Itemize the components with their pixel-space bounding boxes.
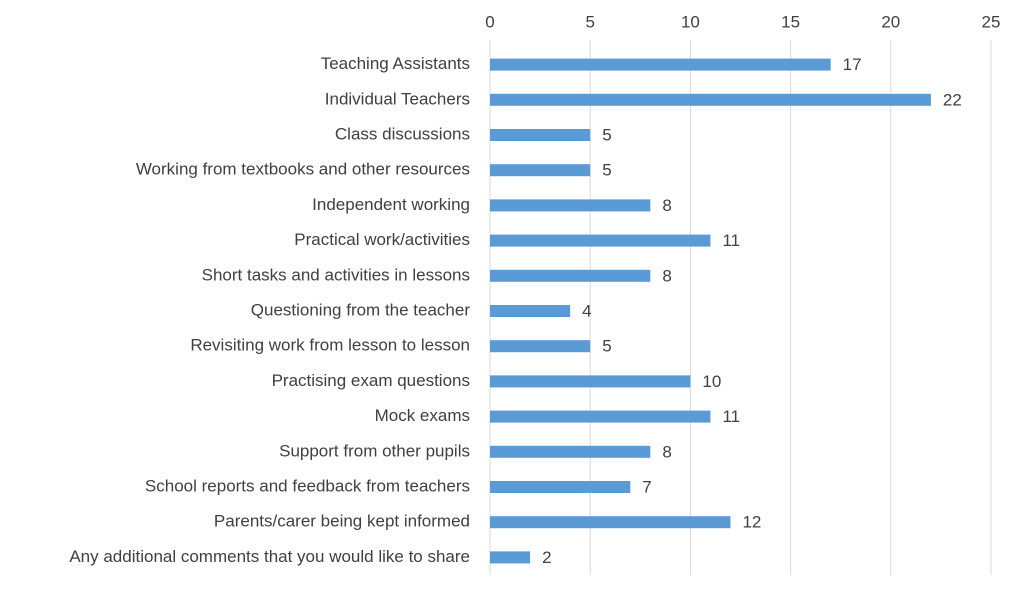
x-tick-label: 5	[585, 12, 594, 31]
data-label: 22	[943, 90, 962, 109]
y-tick-label: Working from textbooks and other resourc…	[136, 160, 470, 179]
data-label: 11	[722, 407, 740, 426]
bar	[490, 164, 591, 177]
y-tick-label: Questioning from the teacher	[251, 300, 471, 319]
x-tick-label: 15	[781, 12, 800, 31]
bar	[490, 481, 631, 493]
x-tick-label: 25	[982, 12, 1001, 31]
data-label: 4	[582, 301, 591, 320]
data-label: 8	[662, 196, 671, 215]
y-tick-label: Support from other pupils	[279, 441, 470, 460]
y-tick-label: Short tasks and activities in lessons	[202, 265, 470, 284]
y-tick-label: Class discussions	[335, 124, 470, 143]
bar	[490, 551, 531, 564]
y-tick-label: Practising exam questions	[272, 371, 470, 390]
data-label: 12	[742, 513, 761, 532]
data-label: 2	[542, 548, 551, 567]
y-tick-label: School reports and feedback from teacher…	[145, 476, 470, 495]
bar	[490, 516, 731, 529]
bar	[490, 234, 711, 247]
bar	[490, 340, 591, 353]
y-tick-label: Teaching Assistants	[321, 54, 470, 73]
x-tick-label: 20	[881, 12, 900, 31]
data-label: 8	[662, 266, 671, 285]
bar	[490, 269, 651, 282]
y-tick-label: Parents/carer being kept informed	[214, 512, 470, 531]
data-label: 5	[602, 161, 611, 180]
y-tick-label: Individual Teachers	[325, 89, 470, 108]
bar	[490, 410, 711, 423]
data-label: 8	[662, 442, 671, 461]
data-label: 11	[722, 231, 740, 250]
bar	[490, 58, 831, 71]
bar	[490, 375, 691, 388]
bar	[490, 129, 591, 141]
y-tick-label: Any additional comments that you would l…	[69, 547, 470, 566]
x-tick-label: 0	[485, 12, 494, 31]
y-tick-label: Practical work/activities	[294, 230, 470, 249]
data-label: 17	[843, 55, 862, 74]
bar	[490, 93, 931, 106]
y-tick-label: Independent working	[312, 195, 470, 214]
bar	[490, 305, 571, 317]
data-label: 7	[642, 477, 651, 496]
x-tick-label: 10	[681, 12, 700, 31]
data-label: 5	[602, 125, 611, 144]
bar	[490, 445, 651, 458]
y-tick-label: Revisiting work from lesson to lesson	[190, 336, 470, 355]
bar	[490, 199, 651, 212]
data-label: 10	[702, 372, 721, 391]
data-label: 5	[602, 337, 611, 356]
y-tick-label: Mock exams	[375, 406, 470, 425]
